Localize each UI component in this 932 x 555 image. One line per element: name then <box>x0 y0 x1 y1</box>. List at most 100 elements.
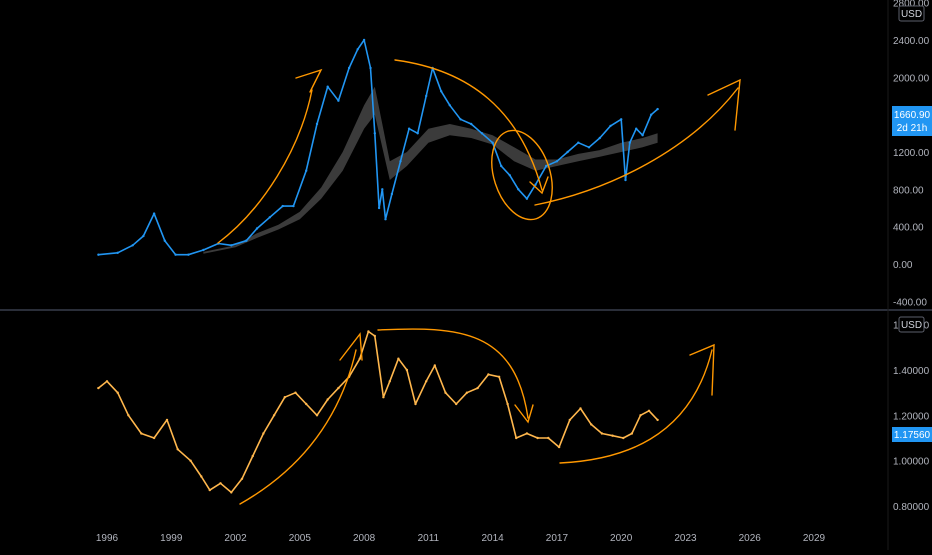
bottom-series-line <box>97 330 659 494</box>
bottom-y-tick-label: 0.80000 <box>893 502 930 513</box>
bottom-series-point <box>230 491 233 494</box>
top-series-point <box>470 122 473 126</box>
bottom-y-tick-label: 1.40000 <box>893 366 930 377</box>
annotation-top-arc[interactable] <box>377 328 529 419</box>
bottom-series-point <box>358 357 361 360</box>
top-series-point <box>187 253 190 256</box>
x-tick-label: 2011 <box>418 533 440 544</box>
bottom-series-point <box>579 407 582 410</box>
bottom-series-point <box>105 380 109 383</box>
bottom-series-point <box>568 418 571 422</box>
top-series-point <box>459 118 462 121</box>
bottom-series-point <box>622 436 625 440</box>
bottom-series-point <box>497 375 501 378</box>
top-series-point <box>545 164 548 168</box>
bottom-series-point <box>444 391 447 394</box>
top-series-point <box>656 107 659 111</box>
top-series-point <box>635 127 638 130</box>
annotation-rising-arc-2[interactable] <box>534 87 739 206</box>
top-series-point <box>399 160 402 163</box>
top-last-value: 1660.90 <box>894 110 931 121</box>
bottom-series-point <box>272 414 276 417</box>
annotation-bottom-circle[interactable] <box>481 123 563 228</box>
top-series-point <box>390 192 394 196</box>
top-price-series <box>97 38 659 256</box>
annotation-falling-arc[interactable] <box>394 59 543 191</box>
top-series-point <box>373 132 376 135</box>
bottom-series-point <box>433 364 436 367</box>
annotation-rising-arc-2-head[interactable] <box>707 78 741 131</box>
bottom-series-point <box>262 432 265 435</box>
drawn-annotations[interactable] <box>217 59 741 505</box>
top-series-point <box>500 164 503 168</box>
top-series-point <box>230 244 233 247</box>
bottom-series-point <box>165 418 169 422</box>
bottom-series-point <box>397 357 400 360</box>
top-currency-badge[interactable]: USD <box>898 5 925 22</box>
bottom-series-point <box>590 423 593 426</box>
top-series-point <box>202 248 205 252</box>
bottom-series-point <box>506 402 509 406</box>
top-series-point <box>508 174 511 177</box>
annotation-rising-arc-3-head[interactable] <box>689 343 715 396</box>
bottom-series-point <box>388 380 391 383</box>
top-series-point <box>628 141 631 144</box>
top-series-point <box>337 99 340 102</box>
top-series-point <box>566 150 569 154</box>
bottom-currency-label: USD <box>901 320 922 331</box>
bottom-series-point <box>189 459 192 462</box>
bottom-series-point <box>127 414 130 417</box>
top-series-point <box>440 90 443 93</box>
top-currency-label: USD <box>901 9 922 20</box>
bottom-currency-badge[interactable]: USD <box>898 316 925 333</box>
bottom-series-point <box>240 477 244 480</box>
top-series-point <box>268 216 271 219</box>
bottom-series-point <box>116 391 119 394</box>
top-series-point <box>347 66 351 70</box>
top-y-tick-label: 2800.00 <box>893 0 930 10</box>
annotation-top-arc-head[interactable] <box>514 404 534 424</box>
x-tick-label: 1996 <box>96 533 119 544</box>
top-series-point <box>174 253 177 256</box>
x-tick-label: 2026 <box>739 533 762 544</box>
bottom-series-point <box>97 386 100 390</box>
top-series-point <box>491 141 494 144</box>
x-tick-label: 2029 <box>803 533 826 544</box>
top-series-point <box>598 136 601 140</box>
top-series-point <box>480 132 484 135</box>
top-series-point <box>407 127 411 130</box>
top-series-point <box>534 183 537 186</box>
top-series-point <box>377 206 381 210</box>
bottom-series-point <box>656 418 659 422</box>
top-series-point <box>384 218 387 221</box>
top-series-point <box>416 132 419 135</box>
x-tick-label: 2014 <box>482 533 505 544</box>
x-tick-label: 2020 <box>610 533 633 544</box>
top-series-point <box>381 188 384 191</box>
bottom-series-point <box>382 396 385 399</box>
top-series-point <box>624 178 627 182</box>
top-series-point <box>609 124 612 128</box>
annotation-falling-arc-head[interactable] <box>529 176 549 195</box>
time-axis[interactable]: 1996 1999 2002 2005 2008 2011 2014 2017 2020 2023… <box>96 533 826 544</box>
bottom-series-point <box>152 436 156 440</box>
annotation-rising-arc-3[interactable] <box>559 349 713 464</box>
annotation-rising-arrow-1-head[interactable] <box>295 68 323 93</box>
bottom-series-point <box>600 432 604 435</box>
bottom-series-point <box>414 402 417 406</box>
bottom-series-point <box>425 380 428 383</box>
top-series-point <box>517 188 520 191</box>
bottom-series-point <box>515 436 518 440</box>
annotation-low-rising-arrow[interactable] <box>239 349 357 505</box>
top-series-point <box>305 169 308 172</box>
annotation-rising-arrow-1[interactable] <box>217 89 313 244</box>
bottom-ratio-series <box>97 330 659 494</box>
bottom-series-point <box>176 448 179 451</box>
bottom-series-point <box>525 432 529 435</box>
top-y-tick-label: 2000.00 <box>893 73 930 84</box>
top-y-tick-label: 1200.00 <box>893 148 930 159</box>
annotation-low-rising-arrow-head[interactable] <box>339 332 363 361</box>
bottom-y-tick-label: 1.00000 <box>893 457 930 468</box>
